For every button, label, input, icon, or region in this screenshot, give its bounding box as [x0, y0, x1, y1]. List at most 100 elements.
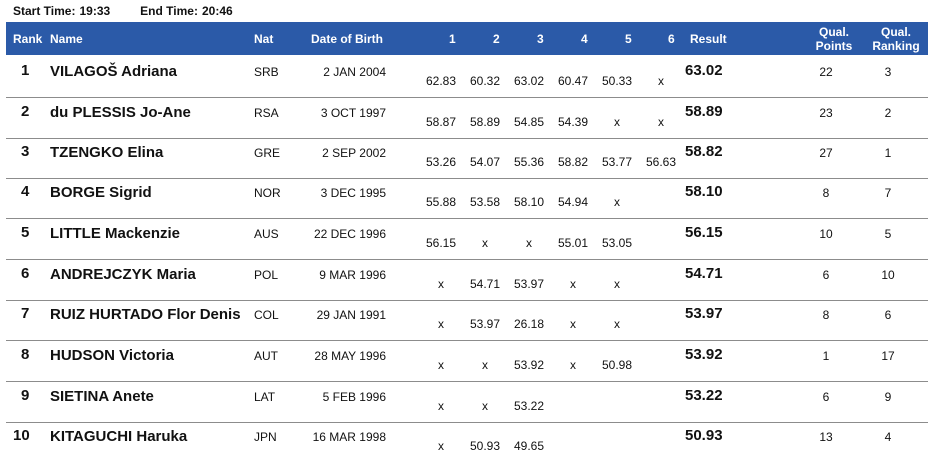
nationality-cell: NOR	[254, 186, 281, 200]
qual-points-cell: 10	[819, 227, 833, 241]
header-attempt-5: 5	[625, 32, 632, 46]
date-of-birth-cell: 2 SEP 2002	[322, 146, 386, 160]
start-time-value: 19:33	[79, 4, 111, 18]
qual-ranking-cell: 1	[884, 146, 892, 160]
attempt-5-cell: 53.77	[601, 155, 633, 169]
qual-ranking-cell: 9	[884, 390, 892, 404]
attempt-2-cell: 54.71	[469, 277, 501, 291]
athlete-name-cell: KITAGUCHI Haruka	[50, 428, 188, 445]
attempt-2-cell: x	[482, 236, 488, 250]
result-cell: 56.15	[685, 224, 723, 241]
header-dob: Date of Birth	[311, 32, 383, 46]
attempt-3-cell: 55.36	[513, 155, 545, 169]
nationality-cell: COL	[254, 308, 279, 322]
attempt-3-cell: 53.97	[513, 277, 545, 291]
result-cell: 53.97	[685, 305, 723, 322]
athlete-name-cell: TZENGKO Elina	[50, 144, 164, 161]
attempt-3-cell: x	[526, 236, 532, 250]
date-of-birth-cell: 3 DEC 1995	[320, 186, 386, 200]
table-row: 4 BORGE Sigrid NOR 3 DEC 1995 55.88 53.58 58.1…	[6, 178, 928, 219]
table-row: 6 ANDREJCZYK Maria POL 9 MAR 1996 x 54.71 53.9…	[6, 260, 928, 301]
header-result: Result	[690, 32, 727, 46]
nationality-cell: JPN	[254, 430, 277, 444]
header-attempt-2: 2	[493, 32, 500, 46]
rank-cell: 8	[21, 346, 30, 363]
attempt-6-cell: x	[658, 74, 664, 88]
start-time-label: Start Time:	[13, 4, 76, 18]
attempt-3-cell: 49.65	[513, 439, 545, 453]
athlete-name-cell: du PLESSIS Jo-Ane	[50, 104, 191, 121]
qual-points-cell: 8	[822, 186, 830, 200]
attempt-3-cell: 26.18	[513, 317, 545, 331]
result-cell: 50.93	[685, 427, 723, 444]
header-attempt-4: 4	[581, 32, 588, 46]
attempt-5-cell: 50.98	[601, 358, 633, 372]
header-nat: Nat	[254, 32, 274, 46]
header-attempt-1: 1	[449, 32, 456, 46]
qual-ranking-cell: 5	[884, 227, 892, 241]
rank-cell: 9	[21, 387, 30, 404]
athlete-name-cell: VILAGOŠ Adriana	[50, 63, 177, 80]
attempt-2-cell: 54.07	[469, 155, 501, 169]
result-cell: 53.92	[685, 346, 723, 363]
result-cell: 58.10	[685, 183, 723, 200]
header-attempt-3: 3	[537, 32, 544, 46]
header-name: Name	[50, 32, 83, 46]
table-row: 7 RUIZ HURTADO Flor Denis COL 29 JAN 1991 x 5…	[6, 300, 928, 341]
table-row: 5 LITTLE Mackenzie AUS 22 DEC 1996 56.15 x x 55…	[6, 219, 928, 260]
attempt-1-cell: 58.87	[425, 115, 457, 129]
result-cell: 58.82	[685, 143, 723, 160]
athlete-name-cell: HUDSON Victoria	[50, 347, 174, 364]
date-of-birth-cell: 16 MAR 1998	[312, 430, 386, 444]
attempt-1-cell: 56.15	[425, 236, 457, 250]
table-row: 9 SIETINA Anete LAT 5 FEB 1996 x x 53.22 53.22 6…	[6, 382, 928, 423]
attempt-2-cell: 53.97	[469, 317, 501, 331]
nationality-cell: GRE	[254, 146, 281, 160]
header-rank: Rank	[13, 32, 43, 46]
attempt-4-cell: x	[570, 358, 576, 372]
attempt-4-cell: 58.82	[557, 155, 589, 169]
qual-points-cell: 6	[822, 268, 830, 282]
attempt-2-cell: 50.93	[469, 439, 501, 453]
nationality-cell: SRB	[254, 65, 279, 79]
date-of-birth-cell: 3 OCT 1997	[320, 106, 386, 120]
table-row: 10 KITAGUCHI Haruka JPN 16 MAR 1998 x 50.93 49…	[6, 422, 928, 462]
qual-points-cell: 27	[819, 146, 833, 160]
attempt-4-cell: 54.39	[557, 115, 589, 129]
attempt-4-cell: x	[570, 317, 576, 331]
qual-ranking-cell: 2	[884, 106, 892, 120]
rank-cell: 7	[21, 305, 30, 322]
qual-ranking-cell: 3	[884, 65, 892, 79]
date-of-birth-cell: 28 MAY 1996	[314, 349, 386, 363]
attempt-1-cell: x	[438, 358, 444, 372]
qual-points-cell: 1	[822, 349, 830, 363]
attempt-3-cell: 54.85	[513, 115, 545, 129]
header-qual-ranking: Qual. Ranking	[872, 25, 920, 53]
qual-points-cell: 13	[819, 430, 833, 444]
attempt-5-cell: 53.05	[601, 236, 633, 250]
attempt-3-cell: 53.22	[513, 399, 545, 413]
qual-points-cell: 8	[822, 308, 830, 322]
qual-ranking-cell: 6	[884, 308, 892, 322]
attempt-3-cell: 53.92	[513, 358, 545, 372]
rank-cell: 2	[21, 103, 30, 120]
session-times: Start Time: 19:33 End Time: 20:46	[13, 4, 233, 18]
attempt-3-cell: 63.02	[513, 74, 545, 88]
rank-cell: 5	[21, 224, 30, 241]
date-of-birth-cell: 5 FEB 1996	[322, 390, 386, 404]
nationality-cell: AUS	[254, 227, 279, 241]
rank-cell: 1	[21, 62, 30, 79]
table-row: 8 HUDSON Victoria AUT 28 MAY 1996 x x 53.92 x 50…	[6, 341, 928, 382]
attempt-5-cell: x	[614, 317, 620, 331]
end-time-label: End Time:	[140, 4, 198, 18]
attempt-4-cell: 60.47	[557, 74, 589, 88]
nationality-cell: POL	[254, 268, 279, 282]
rank-cell: 6	[21, 265, 30, 282]
qual-ranking-cell: 4	[884, 430, 892, 444]
rank-cell: 3	[21, 143, 30, 160]
attempt-5-cell: x	[614, 115, 620, 129]
attempt-1-cell: 62.83	[425, 74, 457, 88]
table-row: 2 du PLESSIS Jo-Ane RSA 3 OCT 1997 58.87 58.8…	[6, 98, 928, 139]
nationality-cell: LAT	[254, 390, 276, 404]
qual-ranking-cell: 10	[881, 268, 895, 282]
